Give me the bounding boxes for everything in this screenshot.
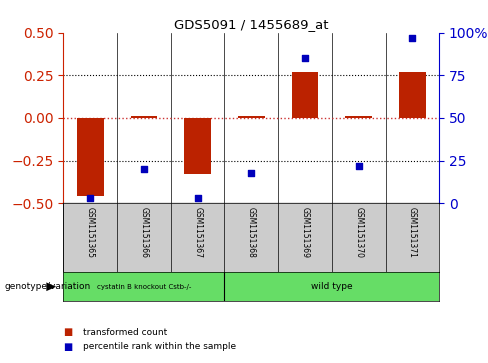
Text: cystatin B knockout Cstb-/-: cystatin B knockout Cstb-/- — [97, 284, 191, 290]
Text: GSM1151368: GSM1151368 — [247, 207, 256, 258]
Bar — [346, 116, 372, 118]
Text: genotype/variation: genotype/variation — [5, 282, 91, 291]
Text: ■: ■ — [63, 327, 73, 337]
Text: GSM1151367: GSM1151367 — [193, 207, 202, 258]
Bar — [238, 116, 264, 118]
Bar — [77, 118, 103, 196]
Point — [301, 55, 309, 61]
Text: percentile rank within the sample: percentile rank within the sample — [83, 342, 236, 351]
Text: GSM1151365: GSM1151365 — [86, 207, 95, 258]
Bar — [399, 72, 426, 118]
Text: GSM1151369: GSM1151369 — [301, 207, 309, 258]
Point — [140, 166, 148, 172]
Text: GSM1151366: GSM1151366 — [140, 207, 148, 258]
Point — [408, 35, 416, 41]
Point — [355, 163, 363, 169]
Text: GSM1151371: GSM1151371 — [408, 207, 417, 258]
Bar — [184, 118, 211, 174]
Text: wild type: wild type — [311, 282, 353, 291]
Title: GDS5091 / 1455689_at: GDS5091 / 1455689_at — [174, 19, 328, 32]
Point — [247, 170, 255, 175]
Text: GSM1151370: GSM1151370 — [354, 207, 363, 258]
Point — [86, 195, 94, 201]
Point — [194, 195, 202, 201]
Bar — [131, 116, 157, 118]
Text: transformed count: transformed count — [83, 328, 167, 337]
Text: ■: ■ — [63, 342, 73, 352]
Bar — [292, 72, 318, 118]
